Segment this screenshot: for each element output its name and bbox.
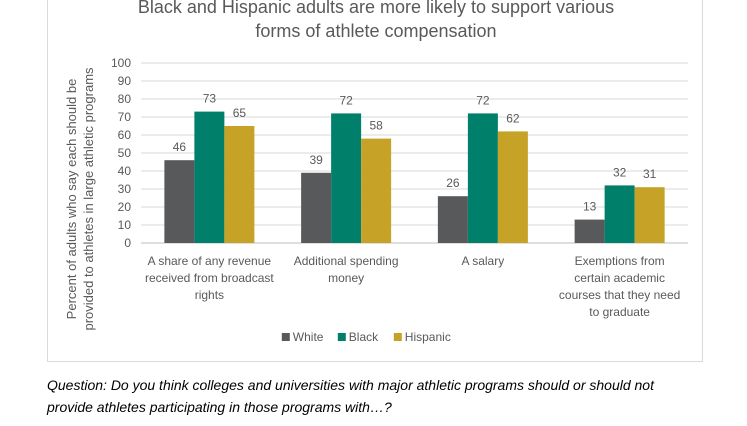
- legend-swatch-black: [337, 333, 346, 341]
- y-tick-label-30: 30: [118, 182, 132, 196]
- data-label-white-1: 46: [173, 140, 187, 154]
- bar-white-4: [574, 219, 605, 243]
- category-label-4-line-3: courses that they need: [559, 288, 680, 302]
- chart-frame: Black and Hispanic adults are more likel…: [47, 0, 703, 362]
- bar-white-1: [164, 160, 195, 243]
- category-label-3-line-1: A salary: [462, 254, 505, 268]
- bar-white-3: [437, 196, 468, 243]
- bar-black-1: [194, 111, 225, 243]
- y-tick-label-80: 80: [118, 92, 132, 106]
- bar-hispanic-4: [634, 187, 665, 243]
- category-label-4-line-2: certain academic: [574, 271, 665, 285]
- bar-black-3: [467, 113, 498, 244]
- data-label-hispanic-2: 58: [369, 119, 383, 133]
- y-tick-label-20: 20: [118, 200, 132, 214]
- y-tick-label-10: 10: [118, 218, 132, 232]
- legend-label-black: Black: [349, 330, 379, 344]
- legend-label-hispanic: Hispanic: [405, 330, 451, 344]
- y-tick-label-70: 70: [118, 110, 132, 124]
- legend-swatch-hispanic: [393, 333, 402, 341]
- data-label-black-2: 72: [339, 93, 353, 107]
- data-label-black-1: 73: [203, 92, 217, 106]
- category-label-4-line-1: Exemptions from: [575, 254, 665, 268]
- category-label-2-line-1: Additional spending: [294, 254, 399, 268]
- data-label-white-3: 26: [446, 176, 460, 190]
- bar-white-2: [301, 172, 332, 243]
- data-label-black-4: 32: [613, 165, 627, 179]
- category-label-1-line-2: received from broadcast: [145, 271, 274, 285]
- y-tick-label-40: 40: [118, 164, 132, 178]
- bar-hispanic-1: [224, 126, 255, 243]
- category-label-2-line-2: money: [328, 271, 364, 285]
- data-label-hispanic-4: 31: [643, 167, 657, 181]
- category-label-1-line-3: rights: [195, 288, 224, 302]
- data-label-white-4: 13: [583, 200, 597, 214]
- category-label-1-line-1: A share of any revenue: [148, 254, 272, 268]
- data-label-black-3: 72: [476, 93, 490, 107]
- footnote-line-2: provide athletes participating in those …: [47, 399, 392, 415]
- chart-title-line-2: forms of athlete compensation: [255, 21, 496, 41]
- bar-black-4: [604, 185, 635, 243]
- y-tick-label-0: 0: [124, 236, 131, 250]
- data-label-white-2: 39: [309, 153, 323, 167]
- data-label-hispanic-1: 65: [233, 106, 247, 120]
- footnote-line-1: Question: Do you think colleges and univ…: [47, 377, 654, 393]
- legend-label-white: White: [293, 330, 324, 344]
- question-footnote: Question: Do you think colleges and univ…: [47, 374, 737, 418]
- bar-black-2: [331, 113, 362, 244]
- chart-title-line-1: Black and Hispanic adults are more likel…: [138, 0, 614, 17]
- y-tick-label-90: 90: [118, 74, 132, 88]
- y-axis-label-line-1: Percent of adults who say each should be: [64, 79, 79, 320]
- y-tick-label-60: 60: [118, 128, 132, 142]
- category-label-4-line-4: to graduate: [589, 305, 650, 319]
- y-tick-label-50: 50: [118, 146, 132, 160]
- bar-hispanic-3: [497, 131, 528, 243]
- bar-hispanic-2: [361, 138, 392, 243]
- y-tick-label-100: 100: [111, 56, 131, 70]
- y-axis-label-line-2: provided to athletes in large athletic p…: [81, 67, 96, 331]
- data-label-hispanic-3: 62: [506, 111, 520, 125]
- bar-chart: Black and Hispanic adults are more likel…: [64, 0, 688, 344]
- legend-swatch-white: [281, 333, 290, 341]
